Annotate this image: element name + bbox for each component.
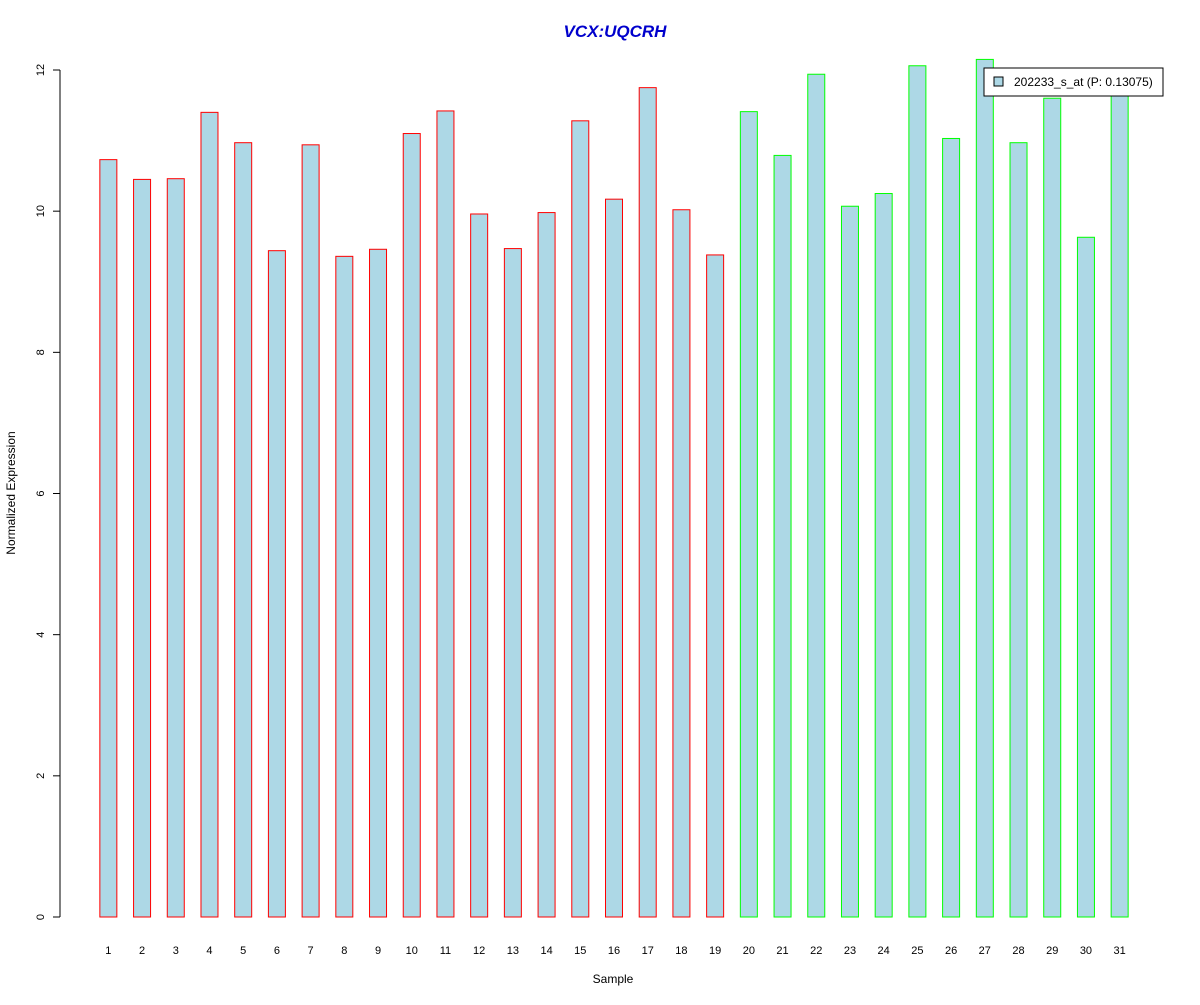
x-tick-label: 12: [473, 945, 485, 957]
x-tick-label: 29: [1046, 945, 1058, 957]
x-tick-labels: 1 2 3 4 5 6 7 8 9 10 11 12 13 14 15 16 17 18 19 20 21 22 23 24 2…: [105, 945, 1125, 957]
legend-swatch: [993, 76, 1004, 87]
x-tick-label: 9: [375, 945, 381, 957]
legend-label: 202233_s_at (P: 0.13075): [1014, 75, 1153, 89]
x-tick-label: 13: [507, 945, 519, 957]
bar-sample-14: [537, 212, 556, 918]
bar-sample-25: [908, 65, 927, 918]
bar-sample-4: [200, 111, 219, 918]
x-tick-label: 19: [709, 945, 721, 957]
y-tick-label: 10: [35, 205, 47, 217]
legend: 202233_s_at (P: 0.13075): [983, 67, 1164, 97]
x-tick-label: 20: [743, 945, 755, 957]
y-tick-label: 0: [35, 914, 47, 920]
bar-sample-24: [874, 193, 893, 918]
bar-sample-29: [1043, 97, 1062, 918]
bar-sample-18: [672, 209, 691, 918]
bar-sample-19: [706, 254, 725, 918]
bar-sample-8: [335, 255, 354, 918]
bar-sample-30: [1076, 236, 1095, 918]
y-tick-label: 6: [35, 490, 47, 496]
y-axis-label: Normalized Expression: [4, 431, 18, 554]
bar-sample-10: [402, 133, 421, 918]
bar-sample-6: [267, 250, 286, 918]
x-tick-label: 25: [911, 945, 923, 957]
x-tick-label: 27: [979, 945, 991, 957]
x-tick-label: 30: [1080, 945, 1092, 957]
y-tick-label: 2: [35, 773, 47, 779]
bar-sample-3: [166, 178, 185, 918]
bar-sample-21: [773, 154, 792, 918]
x-tick-label: 21: [776, 945, 788, 957]
x-tick-label: 31: [1114, 945, 1126, 957]
x-tick-label: 22: [810, 945, 822, 957]
bar-sample-26: [942, 137, 961, 918]
bar-sample-2: [133, 178, 152, 918]
bars-group: [99, 58, 1129, 918]
chart-title: VCX:UQCRH: [564, 22, 668, 41]
y-tick-label: 4: [35, 632, 47, 638]
x-tick-label: 8: [341, 945, 347, 957]
x-tick-label: 7: [308, 945, 314, 957]
x-tick-label: 16: [608, 945, 620, 957]
bar-sample-9: [369, 248, 388, 918]
y-axis: 0 2 4 6 8 10 12: [35, 64, 61, 920]
bar-sample-16: [605, 198, 623, 918]
bar-sample-28: [1009, 142, 1028, 918]
x-axis-label: Sample: [593, 972, 634, 986]
bar-sample-23: [840, 205, 859, 918]
x-tick-label: 18: [675, 945, 687, 957]
bar-sample-11: [436, 110, 455, 918]
x-tick-label: 3: [173, 945, 179, 957]
bar-sample-15: [571, 120, 590, 918]
legend-box: [983, 67, 1164, 97]
x-tick-label: 14: [540, 945, 552, 957]
x-tick-label: 17: [642, 945, 654, 957]
x-tick-label: 26: [945, 945, 957, 957]
bar-sample-31: [1110, 89, 1129, 918]
bar-sample-7: [301, 144, 320, 918]
x-tick-label: 1: [105, 945, 111, 957]
bar-sample-27: [975, 58, 994, 918]
bar-sample-12: [470, 213, 489, 918]
y-tick-label: 8: [35, 349, 47, 355]
x-tick-label: 6: [274, 945, 280, 957]
bar-sample-1: [99, 159, 118, 918]
bar-sample-17: [638, 87, 657, 918]
x-tick-label: 28: [1012, 945, 1024, 957]
x-tick-label: 4: [206, 945, 212, 957]
x-tick-label: 10: [406, 945, 418, 957]
bar-sample-5: [234, 142, 253, 918]
x-tick-label: 2: [139, 945, 145, 957]
x-tick-label: 5: [240, 945, 246, 957]
x-tick-label: 24: [878, 945, 890, 957]
x-tick-label: 15: [574, 945, 586, 957]
bar-sample-20: [739, 111, 758, 918]
bar-sample-13: [503, 248, 522, 918]
x-tick-label: 11: [440, 945, 451, 957]
y-tick-label: 12: [35, 64, 47, 76]
x-tick-label: 23: [844, 945, 856, 957]
bar-sample-22: [807, 73, 826, 918]
